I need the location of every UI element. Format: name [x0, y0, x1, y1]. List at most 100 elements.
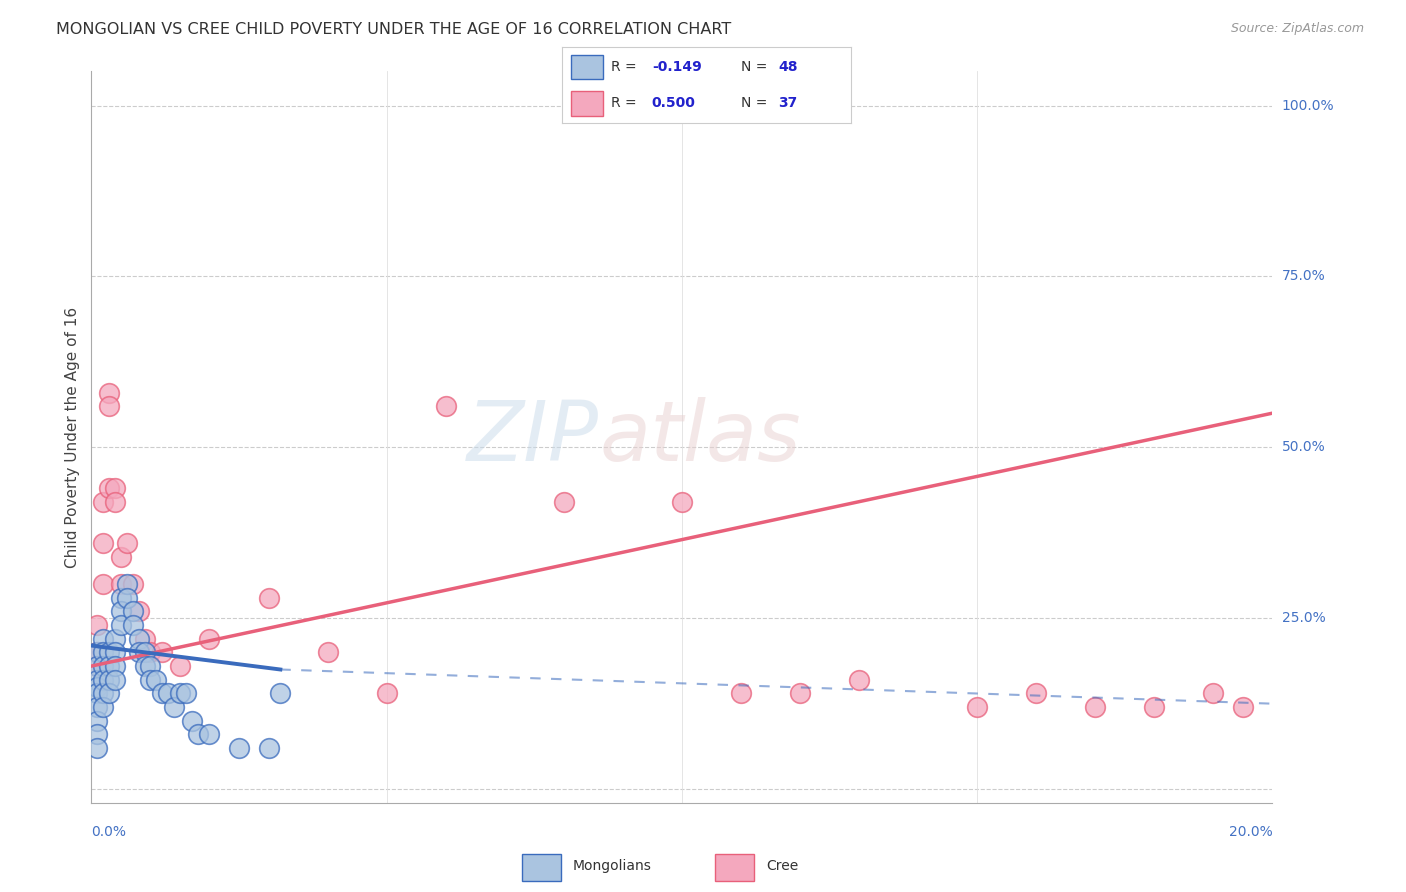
Point	[375, 686, 398, 700]
Text: 50.0%: 50.0%	[1282, 441, 1326, 454]
Point	[1143, 700, 1166, 714]
Point	[110, 577, 132, 591]
Point	[1025, 686, 1047, 700]
Point	[150, 686, 173, 700]
Text: atlas: atlas	[599, 397, 801, 477]
Text: 48: 48	[779, 60, 799, 74]
Point	[98, 686, 121, 700]
Point	[91, 577, 114, 591]
Text: 75.0%: 75.0%	[1282, 269, 1326, 284]
Text: ZIP: ZIP	[467, 397, 599, 477]
Point	[671, 495, 693, 509]
Point	[553, 495, 575, 509]
Point	[86, 659, 108, 673]
Point	[169, 659, 191, 673]
Point	[121, 618, 143, 632]
Point	[86, 680, 108, 694]
Point	[104, 645, 127, 659]
Point	[966, 700, 988, 714]
Point	[91, 700, 114, 714]
Point	[145, 673, 167, 687]
Text: 20.0%: 20.0%	[1229, 825, 1272, 838]
Point	[86, 645, 108, 659]
Point	[134, 645, 156, 659]
Text: 100.0%: 100.0%	[1282, 98, 1334, 112]
Point	[86, 673, 108, 687]
Point	[110, 618, 132, 632]
Point	[257, 591, 280, 605]
Point	[91, 495, 114, 509]
Y-axis label: Child Poverty Under the Age of 16: Child Poverty Under the Age of 16	[65, 307, 80, 567]
Point	[98, 673, 121, 687]
Point	[86, 686, 108, 700]
Point	[86, 727, 108, 741]
Point	[115, 577, 138, 591]
Point	[86, 741, 108, 756]
Point	[110, 549, 132, 564]
Point	[174, 686, 197, 700]
Point	[139, 645, 162, 659]
Point	[91, 673, 114, 687]
Point	[91, 536, 114, 550]
Text: Mongolians: Mongolians	[574, 859, 652, 873]
Point	[128, 645, 150, 659]
Point	[91, 645, 114, 659]
Bar	[714, 855, 754, 881]
Point	[86, 618, 108, 632]
Text: 0.0%: 0.0%	[91, 825, 127, 838]
Point	[187, 727, 209, 741]
Point	[730, 686, 752, 700]
Text: 37: 37	[779, 96, 797, 111]
Text: R =: R =	[612, 96, 641, 111]
Text: R =: R =	[612, 60, 641, 74]
Point	[98, 400, 121, 414]
Point	[157, 686, 180, 700]
Point	[86, 659, 108, 673]
Point	[1084, 700, 1107, 714]
Point	[98, 645, 121, 659]
Point	[1232, 700, 1254, 714]
Point	[139, 659, 162, 673]
Point	[128, 632, 150, 646]
Point	[98, 481, 121, 495]
Point	[121, 604, 143, 618]
Point	[789, 686, 811, 700]
Point	[98, 659, 121, 673]
Point	[86, 700, 108, 714]
Point	[848, 673, 870, 687]
Point	[86, 645, 108, 659]
Point	[139, 673, 162, 687]
Point	[91, 659, 114, 673]
Point	[134, 632, 156, 646]
Point	[104, 495, 127, 509]
Text: -0.149: -0.149	[652, 60, 702, 74]
Text: 25.0%: 25.0%	[1282, 611, 1326, 625]
Point	[110, 604, 132, 618]
Point	[91, 686, 114, 700]
Point	[316, 645, 339, 659]
Point	[104, 673, 127, 687]
Point	[169, 686, 191, 700]
Text: 0.500: 0.500	[652, 96, 696, 111]
Point	[269, 686, 291, 700]
Point	[198, 632, 221, 646]
Text: Cree: Cree	[766, 859, 799, 873]
Point	[198, 727, 221, 741]
Point	[257, 741, 280, 756]
Point	[104, 481, 127, 495]
Point	[115, 536, 138, 550]
Bar	[571, 91, 603, 116]
Point	[86, 714, 108, 728]
Point	[228, 741, 250, 756]
Bar	[522, 855, 561, 881]
Text: MONGOLIAN VS CREE CHILD POVERTY UNDER THE AGE OF 16 CORRELATION CHART: MONGOLIAN VS CREE CHILD POVERTY UNDER TH…	[56, 22, 731, 37]
Point	[104, 632, 127, 646]
Point	[180, 714, 202, 728]
Point	[128, 604, 150, 618]
Point	[134, 659, 156, 673]
Point	[121, 577, 143, 591]
Text: Source: ZipAtlas.com: Source: ZipAtlas.com	[1230, 22, 1364, 36]
Point	[1202, 686, 1225, 700]
Point	[104, 659, 127, 673]
Point	[163, 700, 186, 714]
